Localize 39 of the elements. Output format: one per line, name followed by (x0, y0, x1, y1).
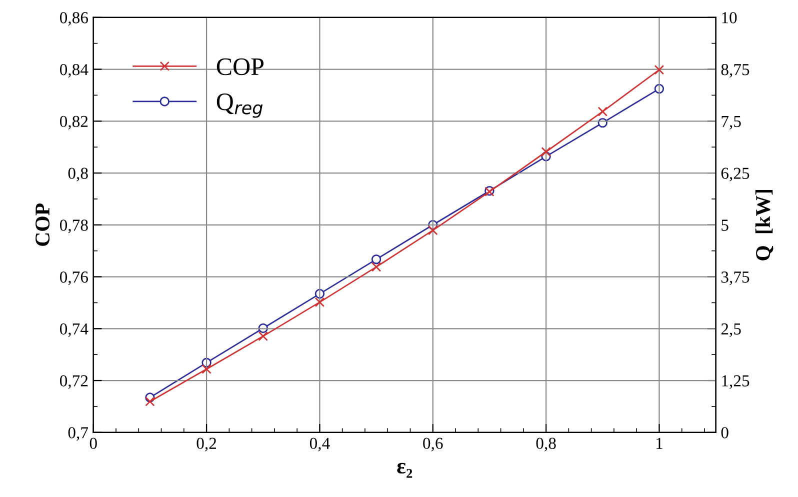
point (428, 225, 438, 236)
y-tick-label: 0,76 (60, 271, 88, 286)
point (541, 146, 551, 157)
x-tick-label: 0,6 (423, 438, 443, 452)
x-tick-label: 1 (656, 438, 662, 449)
point (654, 64, 664, 75)
x-tick-label: 0,8 (536, 438, 556, 452)
x-tick-label: 0,2 (196, 438, 216, 452)
y-tick-label: 0,84 (60, 64, 88, 78)
y2-tick-label: 3,75 (721, 272, 750, 286)
y-tick-label: 0,78 (60, 220, 88, 234)
point (371, 262, 382, 272)
y-tick-label: 0,72 (60, 375, 88, 389)
point (258, 331, 268, 342)
x-axis-title: ε₂ (397, 462, 412, 478)
point (145, 396, 155, 406)
legend-label: Q$_{reg}$ (216, 93, 263, 118)
y-axis-title: COP (36, 203, 50, 246)
point (314, 297, 325, 308)
point (598, 106, 608, 116)
y-tick-label: 0,86 (60, 12, 88, 26)
y2-tick-label: 5 (722, 220, 728, 231)
y2-tick-label: 7,5 (722, 116, 741, 130)
point (371, 254, 382, 264)
y2-tick-label: 8,75 (721, 64, 750, 78)
y-tick-label: 0,82 (60, 116, 88, 130)
point (202, 364, 212, 374)
y-tick-label: 0,74 (60, 323, 88, 337)
y-tick-label: 0,8 (68, 168, 88, 182)
y-tick-label: 0,7 (68, 427, 88, 441)
y2-tick-label: 2,5 (721, 323, 741, 337)
y2-axis-title: Q [kW] (755, 190, 774, 260)
legend-label: COP (216, 58, 264, 76)
y2-tick-label: 1,25 (722, 375, 750, 389)
y2-tick-label: 10 (722, 12, 737, 24)
x-tick-label: 0 (90, 438, 97, 449)
y2-tick-label: 0 (721, 427, 728, 438)
y2-tick-label: 6,25 (721, 168, 750, 182)
x-tick-label: 0,4 (310, 438, 330, 452)
